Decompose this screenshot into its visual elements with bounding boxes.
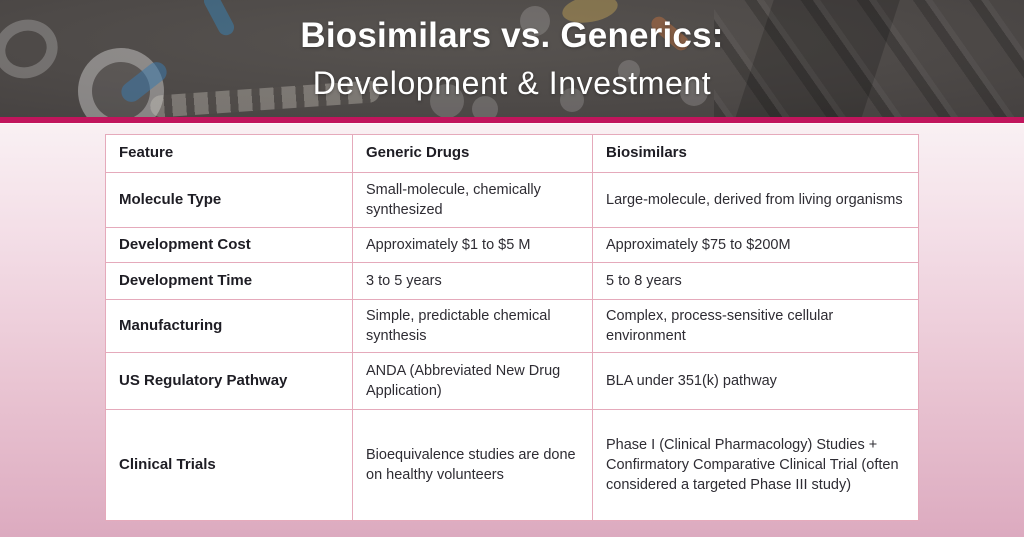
accent-bar: [0, 117, 1024, 123]
biosimilar-cell: Phase I (Clinical Pharmacology) Studies …: [592, 409, 919, 521]
biosimilar-cell: Complex, process-sensitive cellular envi…: [592, 299, 919, 353]
white-pill-icon: [680, 78, 708, 106]
comparison-table-container: Feature Generic Drugs Biosimilars Molecu…: [105, 134, 919, 521]
column-header-feature: Feature: [105, 134, 353, 173]
generic-cell: Bioequivalence studies are done on healt…: [352, 409, 593, 521]
comparison-table: Feature Generic Drugs Biosimilars Molecu…: [105, 134, 919, 521]
pills-money-photo: Biosimilars vs. Generics: Development & …: [0, 0, 1024, 117]
column-header-generic: Generic Drugs: [352, 134, 593, 173]
table-row: Clinical Trials Bioequivalence studies a…: [105, 409, 919, 521]
column-header-biosimilar: Biosimilars: [592, 134, 919, 173]
white-pill-icon: [560, 88, 584, 112]
table-row: Development Cost Approximately $1 to $5 …: [105, 227, 919, 263]
generic-cell: ANDA (Abbreviated New Drug Application): [352, 352, 593, 410]
biosimilar-cell: 5 to 8 years: [592, 262, 919, 300]
generic-cell: Simple, predictable chemical synthesis: [352, 299, 593, 353]
generic-cell: Small-molecule, chemically synthesized: [352, 172, 593, 228]
feature-cell: Manufacturing: [105, 299, 353, 353]
page-subtitle: Development & Investment: [312, 64, 712, 101]
table-row: Manufacturing Simple, predictable chemic…: [105, 299, 919, 353]
feature-cell: Development Cost: [105, 227, 353, 263]
dollar-bills-icon: [714, 0, 1024, 117]
white-pill-icon: [520, 6, 550, 36]
table-row: Molecule Type Small-molecule, chemically…: [105, 172, 919, 228]
table-header-row: Feature Generic Drugs Biosimilars: [105, 134, 919, 173]
white-pill-icon: [472, 96, 498, 117]
table-row: Development Time 3 to 5 years 5 to 8 yea…: [105, 262, 919, 300]
generic-cell: 3 to 5 years: [352, 262, 593, 300]
header-banner: Biosimilars vs. Generics: Development & …: [0, 0, 1024, 123]
white-pill-icon: [430, 84, 464, 117]
biosimilar-cell: BLA under 351(k) pathway: [592, 352, 919, 410]
page-title: Biosimilars vs. Generics:: [300, 15, 724, 55]
feature-cell: Development Time: [105, 262, 353, 300]
biosimilar-cell: Approximately $75 to $200M: [592, 227, 919, 263]
feature-cell: Molecule Type: [105, 172, 353, 228]
table-row: US Regulatory Pathway ANDA (Abbreviated …: [105, 352, 919, 410]
feature-cell: Clinical Trials: [105, 409, 353, 521]
feature-cell: US Regulatory Pathway: [105, 352, 353, 410]
white-pill-icon: [618, 60, 640, 82]
generic-cell: Approximately $1 to $5 M: [352, 227, 593, 263]
biosimilar-cell: Large-molecule, derived from living orga…: [592, 172, 919, 228]
title-block: Biosimilars vs. Generics: Development & …: [0, 0, 1024, 117]
